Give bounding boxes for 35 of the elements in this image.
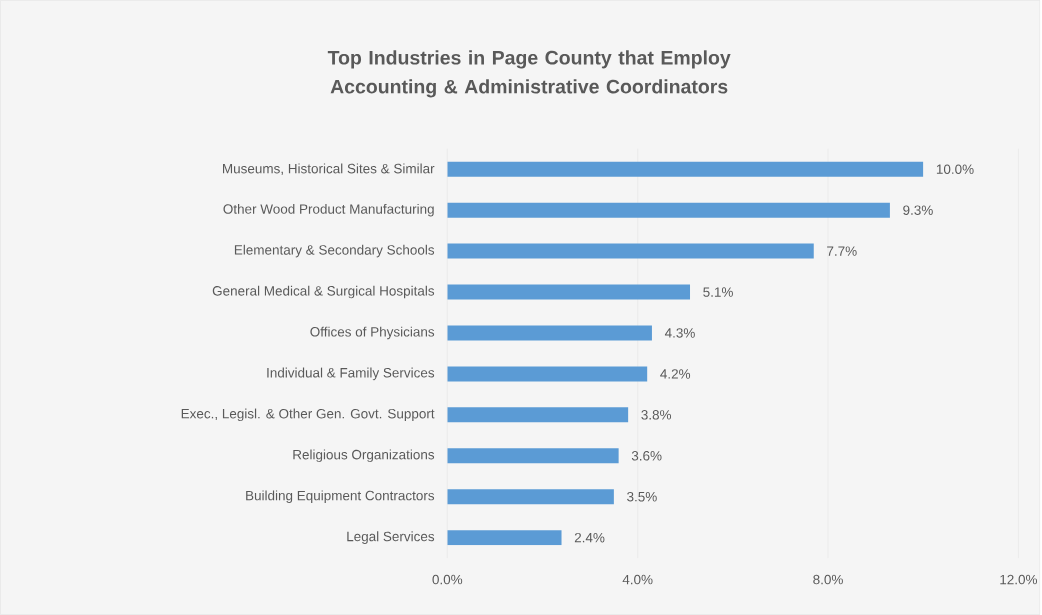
x-tick-label: 12.0%: [1000, 574, 1038, 585]
bar: [447, 325, 652, 341]
data-label: 10.0%: [936, 164, 974, 174]
bar: [447, 448, 619, 464]
x-tick-label: 0.0%: [432, 574, 463, 585]
y-tick-label: Legal Services: [347, 531, 435, 544]
data-label: 9.3%: [903, 205, 933, 215]
y-tick-label: Other Wood Product Manufacturing: [223, 203, 434, 217]
y-tick-label: Elementary & Secondary Schools: [234, 244, 435, 258]
data-label: 4.3%: [664, 328, 695, 338]
x-tick-label: 8.0%: [813, 574, 843, 585]
bar: [447, 243, 814, 259]
data-label: 7.7%: [827, 246, 857, 256]
bar: [447, 407, 629, 423]
bar: [447, 284, 691, 300]
y-tick-label: Building Equipment Contractors: [246, 490, 435, 503]
data-label: 3.8%: [641, 410, 672, 420]
bar: [447, 530, 562, 546]
chart-title: Top Industries in Page County that Employ Accounting & Administrative Coordinators: [327, 50, 731, 98]
bar: [447, 161, 924, 177]
y-tick-label: Offices of Physicians: [310, 326, 435, 340]
y-tick-label: Individual & Family Services: [267, 367, 435, 381]
data-label: 5.1%: [703, 287, 733, 297]
bar: [447, 489, 614, 505]
y-tick-label: General Medical & Surgical Hospitals: [212, 285, 435, 299]
bar: [447, 202, 890, 218]
bar: [447, 366, 648, 382]
y-tick-label: Exec., Legisl. & Other Gen. Govt. Support: [181, 408, 435, 422]
x-tick-label: 4.0%: [622, 574, 653, 585]
y-tick-label: Museums, Historical Sites & Similar: [223, 163, 435, 175]
data-label: 3.6%: [631, 451, 662, 461]
data-label: 2.4%: [574, 532, 605, 543]
data-label: 3.5%: [627, 491, 657, 502]
y-tick-label: Religious Organizations: [293, 449, 435, 463]
data-label: 4.2%: [660, 369, 691, 379]
